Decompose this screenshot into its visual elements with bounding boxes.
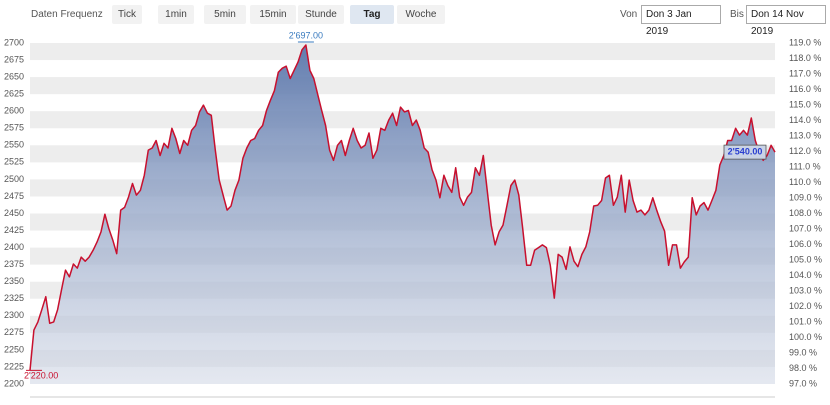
y2-tick-label: 114.0 % bbox=[789, 115, 821, 125]
y-tick-label: 2500 bbox=[4, 174, 24, 184]
grid-band bbox=[30, 43, 775, 61]
y-tick-label: 2300 bbox=[4, 310, 24, 320]
y-tick-label: 2675 bbox=[4, 54, 24, 64]
to-label: Bis bbox=[730, 9, 744, 20]
y2-tick-label: 115.0 % bbox=[789, 99, 821, 109]
y-tick-label: 2400 bbox=[4, 242, 24, 252]
y-tick-label: 2650 bbox=[4, 71, 24, 81]
y-tick-label: 2325 bbox=[4, 293, 24, 303]
y2-tick-label: 101.0 % bbox=[789, 316, 822, 326]
frequency-button[interactable]: 15min bbox=[250, 5, 296, 24]
frequency-button[interactable]: Tag bbox=[350, 5, 394, 24]
y2-tick-label: 103.0 % bbox=[789, 285, 822, 295]
min-label: 2'220.00 bbox=[24, 371, 58, 381]
y2-tick-label: 109.0 % bbox=[789, 192, 822, 202]
toolbar: Daten Frequenz Von Don 3 Jan 2019 Bis Do… bbox=[0, 0, 830, 37]
y-tick-label: 2450 bbox=[4, 208, 24, 218]
y-tick-label: 2625 bbox=[4, 89, 24, 99]
from-date[interactable]: Don 3 Jan 2019 bbox=[641, 5, 721, 37]
to-date[interactable]: Don 14 Nov 2019 bbox=[746, 5, 826, 37]
y2-tick-label: 119.0 % bbox=[789, 37, 821, 47]
y-tick-label: 2550 bbox=[4, 140, 24, 150]
y-tick-label: 2275 bbox=[4, 327, 24, 337]
line bbox=[29, 44, 776, 371]
y2-tick-label: 116.0 % bbox=[789, 84, 821, 94]
y2-tick-label: 104.0 % bbox=[789, 270, 822, 280]
grid-band bbox=[30, 77, 775, 95]
frequency-button[interactable]: Stunde bbox=[298, 5, 344, 24]
last-box bbox=[723, 144, 767, 160]
y2-tick-label: 112.0 % bbox=[789, 146, 821, 156]
y2-tick-label: 108.0 % bbox=[789, 208, 822, 218]
y-tick-label: 2600 bbox=[4, 106, 24, 116]
frequency-button[interactable]: 1min bbox=[158, 5, 194, 24]
y2-tick-label: 106.0 % bbox=[789, 239, 822, 249]
y-tick-label: 2375 bbox=[4, 259, 24, 269]
area bbox=[30, 45, 775, 384]
frequency-button[interactable]: Woche bbox=[397, 5, 445, 24]
y2-tick-label: 102.0 % bbox=[789, 301, 822, 311]
frequency-button[interactable]: 5min bbox=[204, 5, 246, 24]
y-tick-label: 2250 bbox=[4, 344, 24, 354]
y-tick-label: 2575 bbox=[4, 123, 24, 133]
y-tick-label: 2425 bbox=[4, 225, 24, 235]
y2-tick-label: 98.0 % bbox=[789, 363, 817, 373]
y-tick-label: 2350 bbox=[4, 276, 24, 286]
max-label: 2'697.00 bbox=[289, 30, 323, 40]
y2-tick-label: 100.0 % bbox=[789, 332, 822, 342]
y-tick-label: 2200 bbox=[4, 378, 24, 388]
frequency-button[interactable]: Tick bbox=[112, 5, 142, 24]
y2-tick-label: 97.0 % bbox=[789, 378, 817, 388]
y2-tick-label: 99.0 % bbox=[789, 347, 817, 357]
y2-tick-label: 113.0 % bbox=[789, 130, 821, 140]
y-tick-label: 2700 bbox=[4, 37, 24, 47]
y-tick-label: 2225 bbox=[4, 361, 24, 371]
y-tick-label: 2525 bbox=[4, 157, 24, 167]
y2-tick-label: 117.0 % bbox=[789, 68, 821, 78]
y-tick-label: 2475 bbox=[4, 191, 24, 201]
y2-tick-label: 118.0 % bbox=[789, 53, 821, 63]
y2-tick-label: 105.0 % bbox=[789, 254, 822, 264]
y2-tick-label: 110.0 % bbox=[789, 177, 821, 187]
y2-tick-label: 111.0 % bbox=[789, 161, 821, 171]
last-label: 2'540.00 bbox=[728, 146, 763, 156]
frequency-label: Daten Frequenz bbox=[31, 9, 103, 20]
y2-tick-label: 107.0 % bbox=[789, 223, 822, 233]
from-label: Von bbox=[620, 9, 638, 20]
